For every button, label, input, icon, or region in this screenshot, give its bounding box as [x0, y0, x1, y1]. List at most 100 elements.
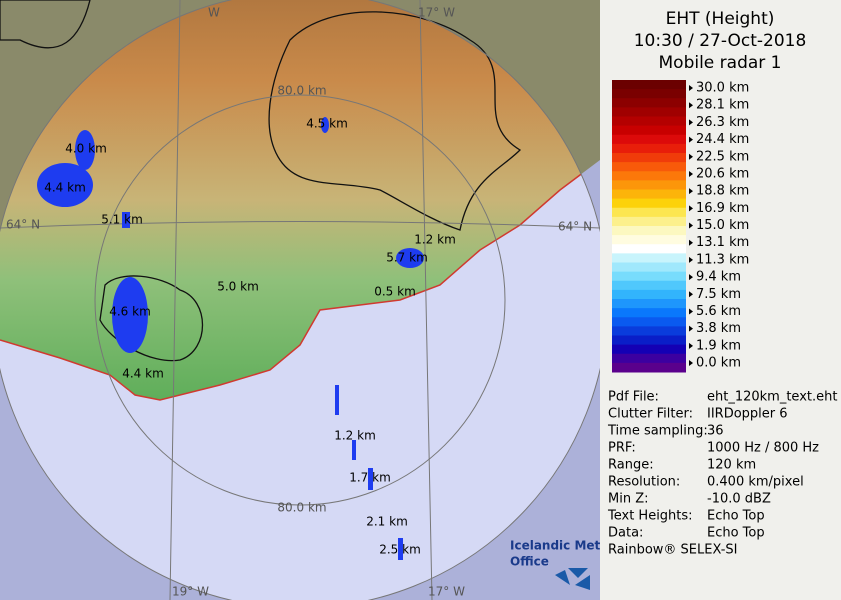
color-band — [612, 98, 686, 108]
legend-tick — [689, 85, 693, 91]
info-value: IIRDoppler 6 — [707, 407, 788, 422]
info-value: Echo Top — [707, 509, 765, 524]
color-band — [612, 89, 686, 99]
legend-tick — [689, 342, 693, 349]
info-key: Range: — [608, 458, 654, 473]
color-band — [612, 353, 686, 364]
legend-tick — [689, 360, 693, 366]
legend-tick — [689, 291, 693, 298]
color-band — [612, 153, 686, 163]
echo — [396, 248, 424, 268]
color-band — [612, 299, 686, 309]
color-band — [612, 116, 686, 127]
legend-label: 30.0 km — [696, 81, 749, 96]
color-band — [612, 125, 686, 136]
legend-label: 0.0 km — [696, 356, 741, 371]
echo-label: 1.7 km — [349, 471, 391, 485]
info-key: Text Heights: — [607, 509, 693, 524]
info-key: Clutter Filter: — [608, 407, 693, 422]
lon-label: 17° W — [418, 6, 455, 20]
legend-tick — [689, 188, 693, 195]
echo-label: 4.4 km — [122, 367, 164, 381]
color-band — [612, 335, 686, 346]
color-band — [612, 271, 686, 282]
glacier-outline — [268, 11, 522, 231]
color-band — [612, 262, 686, 273]
color-band — [612, 80, 686, 90]
echo-label: 4.4 km — [44, 181, 86, 195]
legend-tick — [689, 239, 693, 246]
title-line: EHT (Height) — [666, 9, 775, 29]
color-band — [612, 362, 686, 373]
echo — [112, 277, 148, 353]
color-band — [612, 289, 686, 300]
legend-tick — [689, 308, 693, 315]
info-key: Min Z: — [608, 492, 649, 507]
echo — [321, 117, 329, 133]
color-band — [612, 216, 686, 227]
legend-label: 13.1 km — [696, 235, 749, 250]
echo — [335, 385, 339, 415]
legend-label: 5.6 km — [696, 304, 741, 319]
echo-label: 4.6 km — [109, 305, 151, 319]
echo-label: 5.7 km — [386, 251, 428, 265]
color-band — [612, 235, 686, 245]
range-ring — [94, 94, 506, 506]
legend-label: 1.9 km — [696, 338, 741, 353]
legend-label: 9.4 km — [696, 270, 741, 285]
coastline — [0, 159, 600, 401]
title-line: Mobile radar 1 — [659, 53, 782, 73]
legend-label: 24.4 km — [696, 132, 749, 147]
legend-label: 11.3 km — [696, 252, 749, 267]
lon-label: 19° W — [172, 585, 209, 599]
glacier-outline — [0, 0, 91, 49]
color-band — [612, 280, 686, 291]
legend-tick — [689, 102, 693, 109]
echo — [75, 130, 95, 170]
ring-label: 80.0 km — [277, 501, 326, 515]
echo-label: 4.5 km — [306, 117, 348, 131]
map: 80.0 km 80.0 km 64° N 64° N W 17° W 19° … — [0, 0, 601, 600]
color-band — [612, 326, 686, 336]
legend-label: 22.5 km — [696, 149, 749, 164]
info-key: Pdf File: — [608, 390, 659, 405]
lat-label: 64° N — [558, 220, 592, 234]
legend-tick — [689, 274, 693, 281]
color-band — [612, 143, 686, 154]
legend-label: 16.9 km — [696, 201, 749, 216]
legend-tick — [689, 325, 693, 332]
graticule — [0, 0, 600, 600]
echo — [37, 163, 93, 207]
legend-tick — [689, 256, 693, 263]
info-value: 120 km — [707, 458, 756, 473]
logo-text: Icelandic Met — [510, 539, 601, 553]
echo-label: 1.2 km — [414, 233, 456, 247]
info-value: 1000 Hz / 800 Hz — [707, 441, 819, 456]
echoes — [37, 117, 424, 560]
info-key: Data: — [608, 526, 643, 541]
echo-label: 0.5 km — [374, 285, 416, 299]
echo-label: 2.1 km — [366, 515, 408, 529]
color-band — [612, 207, 686, 218]
color-band — [612, 244, 686, 254]
echo-label: 2.5 km — [379, 543, 421, 557]
legend-tick — [689, 136, 693, 143]
legend-tick — [689, 119, 693, 126]
echo-label: 5.1 km — [101, 213, 143, 227]
land — [0, 0, 600, 400]
legend-label: 28.1 km — [696, 98, 749, 113]
color-band — [612, 180, 686, 190]
legend-label: 7.5 km — [696, 287, 741, 302]
info-value: Echo Top — [707, 526, 765, 541]
lon-label: 17° W — [428, 585, 465, 599]
color-band — [612, 189, 686, 200]
color-band — [612, 317, 686, 327]
ring-label: 80.0 km — [277, 84, 326, 98]
color-band — [612, 253, 686, 263]
echo — [398, 538, 403, 560]
color-band — [612, 344, 686, 355]
info-value: 0.400 km/pixel — [707, 475, 804, 490]
title-line: 10:30 / 27-Oct-2018 — [634, 31, 807, 51]
color-band — [612, 226, 686, 236]
